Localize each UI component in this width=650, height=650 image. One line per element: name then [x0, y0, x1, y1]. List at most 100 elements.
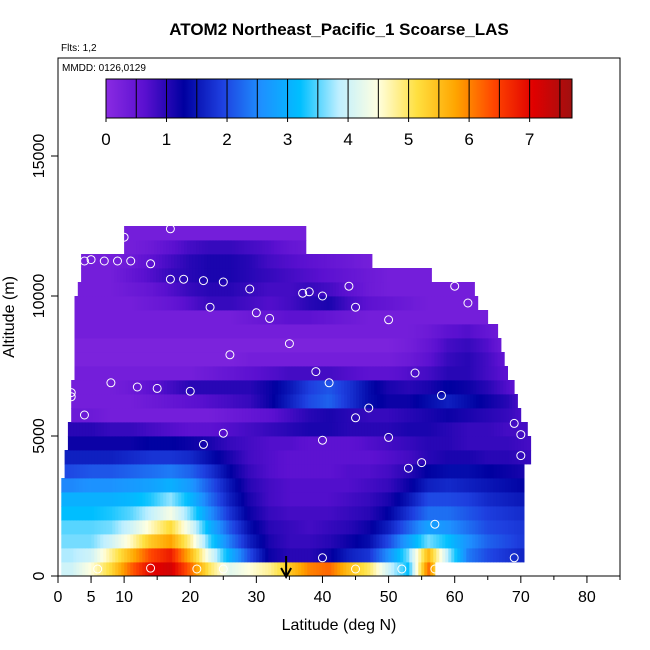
- heatmap-cell: [487, 534, 491, 549]
- heatmap-cell: [181, 240, 185, 255]
- heatmap-cell: [164, 380, 168, 395]
- heatmap-cell: [442, 492, 446, 507]
- heatmap-cell: [289, 534, 293, 549]
- heatmap-cell: [457, 534, 461, 549]
- heatmap-cell: [136, 478, 140, 493]
- heatmap-cell: [475, 492, 479, 507]
- heatmap-cell: [505, 548, 509, 563]
- heatmap-cell: [185, 394, 189, 409]
- heatmap-cell: [116, 352, 120, 367]
- heatmap-cell: [340, 520, 344, 535]
- heatmap-cell: [302, 352, 306, 367]
- heatmap-cell: [157, 492, 161, 507]
- heatmap-cell: [86, 352, 90, 367]
- heatmap-cell: [511, 506, 515, 521]
- heatmap-cell: [334, 520, 338, 535]
- heatmap-cell: [349, 450, 353, 465]
- heatmap-cell: [241, 464, 245, 479]
- heatmap-cell: [295, 464, 299, 479]
- heatmap-cell: [497, 338, 501, 353]
- heatmap-cell: [329, 324, 333, 339]
- heatmap-cell: [218, 380, 222, 395]
- heatmap-cell: [88, 506, 92, 521]
- heatmap-cell: [232, 478, 236, 493]
- heatmap-cell: [368, 408, 372, 423]
- heatmap-cell: [305, 324, 309, 339]
- heatmap-cell: [335, 338, 339, 353]
- heatmap-cell: [208, 436, 213, 451]
- heatmap-cell: [286, 226, 290, 241]
- heatmap-cell: [368, 338, 372, 353]
- heatmap-cell: [391, 422, 396, 437]
- heatmap-cell: [271, 450, 275, 465]
- heatmap-cell: [196, 548, 200, 563]
- heatmap-cell: [241, 548, 245, 563]
- heatmap-cell: [479, 408, 483, 423]
- heatmap-cell: [238, 240, 242, 255]
- heatmap-cell: [117, 268, 121, 283]
- heatmap-cell: [289, 492, 293, 507]
- heatmap-cell: [416, 310, 420, 325]
- heatmap-cell: [386, 366, 390, 381]
- heatmap-cell: [326, 352, 330, 367]
- heatmap-cell: [289, 226, 293, 241]
- heatmap-cell: [419, 380, 423, 395]
- heatmap-cell: [220, 436, 225, 451]
- heatmap-cell: [452, 352, 456, 367]
- heatmap-cell: [290, 296, 294, 311]
- heatmap-cell: [367, 478, 371, 493]
- heatmap-cell: [517, 548, 521, 563]
- heatmap-cell: [265, 492, 269, 507]
- heatmap-cell: [251, 408, 255, 423]
- heatmap-cell: [133, 450, 137, 465]
- heatmap-cell: [433, 548, 437, 563]
- heatmap-cell: [413, 310, 417, 325]
- heatmap-cell: [236, 324, 240, 339]
- heatmap-cell: [374, 380, 378, 395]
- heatmap-cell: [121, 548, 125, 563]
- heatmap-cell: [82, 506, 86, 521]
- heatmap-cell: [266, 310, 270, 325]
- heatmap-cell: [385, 464, 389, 479]
- heatmap-cell: [214, 464, 218, 479]
- heatmap-cell: [194, 352, 198, 367]
- heatmap-cell: [278, 282, 283, 297]
- heatmap-cell: [394, 520, 398, 535]
- heatmap-cell: [130, 548, 134, 563]
- heatmap-cell: [157, 478, 161, 493]
- heatmap-cell: [280, 240, 284, 255]
- heatmap-cell: [118, 436, 123, 451]
- heatmap-cell: [242, 310, 246, 325]
- heatmap-cell: [115, 422, 120, 437]
- heatmap-cell: [209, 324, 213, 339]
- heatmap-cell: [467, 324, 471, 339]
- heatmap-cell: [250, 240, 254, 255]
- heatmap-cell: [292, 520, 296, 535]
- heatmap-cell: [184, 548, 188, 563]
- heatmap-cell: [209, 366, 213, 381]
- heatmap-cell: [373, 478, 377, 493]
- heatmap-cell: [397, 422, 402, 437]
- heatmap-cell: [376, 464, 380, 479]
- heatmap-cell: [98, 282, 103, 297]
- heatmap-cell: [131, 352, 135, 367]
- heatmap-cell: [115, 548, 119, 563]
- heatmap-cell: [434, 394, 438, 409]
- heatmap-cell: [238, 226, 242, 241]
- heatmap-cell: [295, 492, 299, 507]
- heatmap-cell: [77, 408, 81, 423]
- heatmap-cell: [275, 408, 279, 423]
- heatmap-cell: [259, 478, 263, 493]
- heatmap-cell: [284, 408, 288, 423]
- heatmap-cell: [248, 352, 252, 367]
- heatmap-cell: [392, 296, 396, 311]
- heatmap-cell: [334, 548, 338, 563]
- heatmap-cell: [412, 520, 416, 535]
- heatmap-cell: [391, 464, 395, 479]
- heatmap-cell: [403, 478, 407, 493]
- heatmap-cell: [344, 394, 348, 409]
- heatmap-cell: [451, 492, 455, 507]
- heatmap-cell: [97, 534, 101, 549]
- heatmap-cell: [272, 380, 276, 395]
- heatmap-cell: [357, 268, 361, 283]
